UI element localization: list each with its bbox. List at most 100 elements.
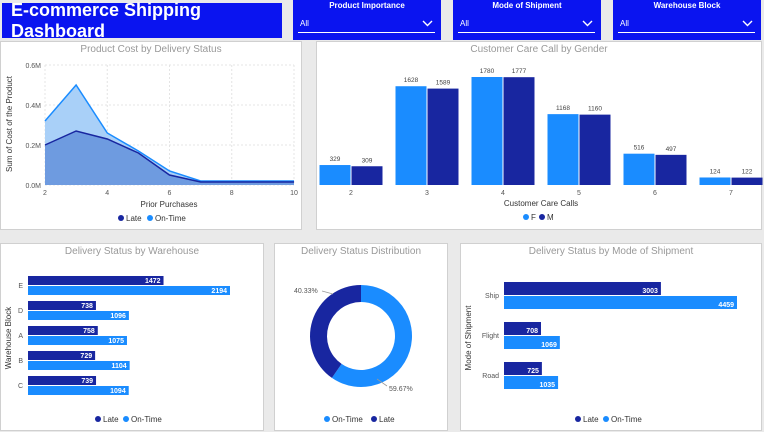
bar-value-label: 122 (742, 169, 753, 176)
bar-value-label: 1780 (480, 68, 495, 75)
legend-dot-on-time (324, 416, 330, 422)
x-tick-label: 3 (425, 190, 429, 197)
customer-care-panel: Customer Care Call by Gender 329 309 2 1628… (316, 41, 763, 230)
bar-m-5 (579, 114, 611, 185)
bar-m-3 (427, 88, 459, 185)
bar-value-label: 739 (81, 378, 93, 385)
bar-value-label: 725 (527, 368, 539, 375)
bar-m-2 (351, 166, 383, 185)
y-axis-label: Warehouse Block (4, 306, 13, 369)
x-tick-label: 4 (105, 190, 109, 197)
bar-late-road (504, 362, 542, 375)
donut-slice-late (309, 285, 361, 378)
delivery-status-donut: 40.33% 59.67% On-Time Late (294, 285, 413, 424)
chevron-down-icon (422, 20, 433, 27)
bar-late-a (28, 326, 98, 335)
legend-late: Late (126, 214, 142, 223)
bar-on-time-e (28, 286, 230, 295)
legend-dot-f (523, 214, 529, 220)
product-cost-panel: Product Cost by Delivery Status 0.0M 0.2M… (0, 41, 302, 230)
bar-value-label: 1104 (111, 363, 126, 370)
bar-on-time-d (28, 311, 129, 320)
bar-late-ship (504, 282, 661, 295)
bar-on-time-a (28, 336, 127, 345)
bar-value-label: 1075 (108, 338, 124, 345)
chevron-down-icon (742, 20, 753, 27)
filter-product-importance[interactable]: Product Importance All (293, 0, 441, 40)
legend-dot-on-time (123, 416, 129, 422)
chart-title: Customer Care Call by Gender (470, 44, 608, 55)
bar-f-3 (395, 86, 427, 185)
bar-value-label: 1589 (436, 80, 451, 87)
legend-dot-late (575, 416, 581, 422)
y-tick-label: 0.0M (25, 183, 41, 190)
legend-on-time: On-Time (155, 214, 186, 223)
legend-dot-late (118, 215, 124, 221)
bar-value-label: 1096 (110, 313, 126, 320)
y-tick-label: Flight (482, 333, 499, 340)
bar-on-time-c (28, 386, 129, 395)
x-tick-label: 6 (653, 190, 657, 197)
area-late (45, 131, 294, 185)
bar-on-time-flight (504, 336, 560, 349)
y-tick-label: A (18, 333, 23, 340)
x-tick-label: 4 (501, 190, 505, 197)
dashboard-title: E-commerce Shipping Dashboard (2, 0, 282, 41)
bar-value-label: 738 (81, 303, 93, 310)
y-tick-label: D (18, 308, 23, 315)
x-tick-label: 8 (230, 190, 234, 197)
legend-late: Late (583, 415, 599, 424)
bar-value-label: 309 (362, 157, 373, 164)
chart-title: Delivery Status by Mode of Shipment (528, 246, 694, 257)
product-cost-chart: 0.0M 0.2M 0.4M 0.6M 2 4 6 8 10 Prior Purchases S… (5, 63, 298, 223)
y-tick-label: 0.6M (25, 63, 41, 70)
x-tick-label: 6 (168, 190, 172, 197)
bar-late-d (28, 301, 96, 310)
x-tick-label: 2 (349, 190, 353, 197)
legend-on-time: On-Time (131, 415, 162, 424)
bar-f-4 (471, 77, 503, 185)
bar-f-2 (319, 165, 351, 185)
chart-title: Product Cost by Delivery Status (80, 44, 222, 55)
x-axis-label: Customer Care Calls (504, 199, 578, 208)
legend-late: Late (103, 415, 119, 424)
filter-value: All (460, 19, 469, 28)
legend-on-time: On-Time (332, 415, 363, 424)
filter-value: All (620, 19, 629, 28)
bar-value-label: 1094 (110, 388, 126, 395)
bar-value-label: 497 (666, 146, 677, 153)
bar-late-c (28, 376, 97, 385)
bar-value-label: 516 (634, 145, 645, 152)
warehouse-panel: Delivery Status by Warehouse 1472 2194 E 73… (0, 243, 264, 431)
mode-of-shipment-panel: Delivery Status by Mode of Shipment 3003… (460, 243, 762, 431)
bar-value-label: 1069 (541, 342, 557, 349)
filter-label: Product Importance (329, 1, 405, 10)
x-tick-label: 10 (290, 190, 298, 197)
legend-on-time: On-Time (611, 415, 642, 424)
legend-dot-on-time (603, 416, 609, 422)
bar-f-6 (623, 153, 655, 185)
x-axis-label: Prior Purchases (141, 200, 198, 209)
warehouse-chart: 1472 2194 E 738 1096 D 758 1075 A 729 1104 B 739 1094… (4, 276, 230, 424)
y-tick-label: Ship (485, 293, 499, 300)
delivery-status-panel: Delivery Status Distribution 40.33% 59.6… (274, 243, 448, 431)
legend-dot-late (95, 416, 101, 422)
donut-label-on-time: 59.67% (389, 386, 413, 393)
legend-dot-m (539, 214, 545, 220)
donut-label-late: 40.33% (294, 288, 318, 295)
bar-value-label: 1472 (145, 278, 161, 285)
bar-value-label: 729 (80, 353, 92, 360)
bar-m-4 (503, 77, 535, 185)
legend-late: Late (379, 415, 395, 424)
filter-mode-of-shipment[interactable]: Mode of Shipment All (453, 0, 601, 40)
filter-warehouse-block[interactable]: Warehouse Block All (613, 0, 761, 40)
filter-label: Mode of Shipment (492, 1, 562, 10)
y-tick-label: 0.2M (25, 143, 41, 150)
bar-late-b (28, 351, 96, 360)
bar-value-label: 708 (526, 328, 538, 335)
customer-care-chart: 329 309 2 1628 1589 3 1780 1777 4 1168 1160 5 516 497… (319, 68, 763, 222)
chart-title: Delivery Status by Warehouse (64, 246, 200, 257)
legend-f: F (531, 213, 536, 222)
bar-late-flight (504, 322, 541, 335)
filter-label: Warehouse Block (653, 1, 721, 10)
